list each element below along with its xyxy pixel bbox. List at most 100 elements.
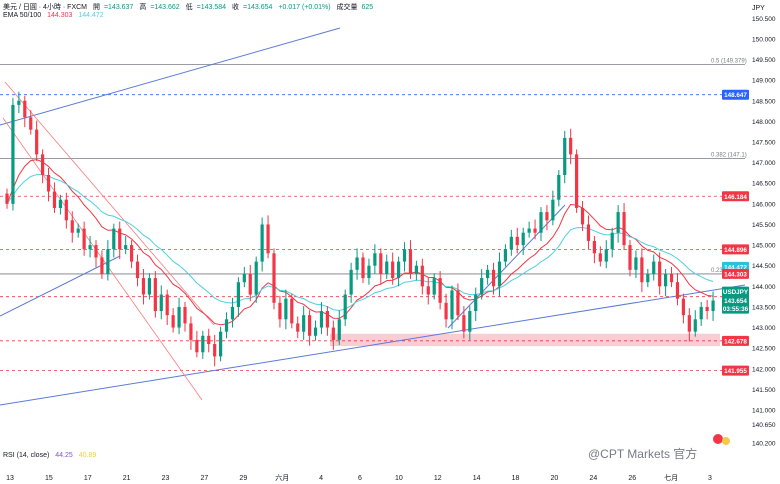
ema-lines [6, 159, 714, 326]
candle-body [426, 286, 430, 295]
rsi-legend[interactable]: RSI (14, close) 44.25 40.89 [3, 452, 100, 459]
candle-body [290, 298, 294, 324]
candle-body [414, 265, 418, 274]
time-tick: 10 [395, 475, 403, 482]
candle-body [402, 249, 407, 262]
trendline-support [0, 284, 746, 406]
candle-body [100, 257, 104, 274]
price-badge-text: 144.303 [724, 271, 747, 278]
candle-body [165, 294, 169, 316]
candle-body [159, 294, 163, 312]
candle-body [195, 339, 199, 353]
time-tick: 20 [551, 475, 559, 482]
symbol-name[interactable]: 美元 / 日圓 · 4小時 · FXCM [3, 4, 87, 11]
candle-body [5, 193, 9, 204]
ema-fast-value: 144.303 [47, 12, 73, 19]
candle-body [260, 224, 264, 262]
volume-label: 成交量 [336, 4, 358, 11]
currency-label: JPY [752, 5, 765, 12]
candle-body [462, 315, 466, 332]
volume-value: 625 [361, 4, 374, 11]
price-badge-text: 143.654 [724, 298, 747, 305]
price-badge [722, 303, 749, 314]
price-tick: 149.500 [752, 57, 776, 64]
candle-body [207, 335, 211, 345]
candle-body [331, 327, 335, 340]
rsi-label: RSI (14, close) [3, 452, 50, 459]
support-zone-layer [330, 333, 720, 347]
candle-body [313, 327, 318, 336]
low-label: 低 [185, 4, 193, 11]
candle-body [539, 212, 543, 233]
price-badge-text: USDJPY [723, 289, 749, 296]
candle-body [236, 282, 240, 307]
candle-body [604, 249, 608, 262]
candle-body [325, 311, 329, 328]
open-label: 開 [92, 4, 100, 11]
price-tick: 148.500 [752, 98, 776, 105]
time-axis: 13 15 17 21 23 27 29 六月 4 6 10 12 14 18 20 24 26 七月 3 [6, 473, 712, 482]
price-tick: 143.500 [752, 304, 776, 311]
high-value: =143.662 [150, 4, 180, 11]
candle-body [367, 265, 371, 279]
candle-body [557, 174, 561, 200]
candle-body [563, 137, 567, 175]
candle-body [438, 278, 442, 303]
time-tick: 15 [45, 475, 53, 482]
candle-body [35, 129, 39, 155]
candle-body [242, 273, 246, 283]
horizontal-levels [0, 94, 745, 372]
candle-body [70, 220, 74, 233]
candle-body [23, 100, 27, 118]
candle-body [64, 199, 68, 221]
candle-body [29, 117, 33, 130]
price-badge-text: 141.955 [724, 368, 747, 375]
price-tick: 149.000 [752, 78, 776, 85]
candle-body [266, 224, 270, 254]
candle-body [52, 191, 57, 208]
price-tick: 147.500 [752, 140, 776, 147]
fib-label: 0.5 (149.379) [711, 59, 747, 65]
candle-body [391, 261, 395, 279]
candles [5, 91, 715, 367]
candle-body [533, 228, 537, 233]
price-tick: 146.500 [752, 181, 776, 188]
time-tick: 14 [473, 475, 481, 482]
time-tick: 12 [434, 475, 442, 482]
rsi-value-a: 44.25 [55, 452, 73, 459]
candle-body [355, 257, 359, 270]
candle-body [432, 278, 436, 295]
close-value: =143.654 [243, 4, 273, 11]
ema-legend[interactable]: EMA 50/100 144.303 144.472 [3, 12, 108, 19]
candle-body [11, 104, 15, 204]
candle-body [616, 212, 620, 233]
time-tick: 27 [201, 475, 209, 482]
high-label: 高 [139, 4, 147, 11]
candle-body [141, 278, 146, 295]
candle-body [349, 269, 353, 295]
candle-body [135, 261, 140, 279]
price-badge [722, 286, 749, 297]
candle-body [224, 319, 229, 332]
watermark: @CPT Markets 官方 [588, 447, 698, 461]
price-tick: 143.000 [752, 325, 776, 332]
candle-body [189, 323, 193, 340]
candle-body [171, 315, 175, 328]
price-badge [722, 191, 749, 202]
price-tick: 144.500 [752, 263, 776, 270]
candle-body [480, 278, 484, 295]
time-tick: 21 [123, 475, 131, 482]
candle-body [711, 300, 715, 312]
candle-body [681, 298, 685, 316]
price-tick: 142.500 [752, 346, 776, 353]
candle-body [509, 236, 513, 250]
candle-body [254, 261, 258, 295]
candle-body [248, 273, 252, 295]
candle-body [302, 315, 306, 332]
candle-body [17, 100, 21, 105]
candle-body [58, 199, 62, 208]
candle-body [183, 306, 187, 324]
candle-body [284, 298, 288, 320]
